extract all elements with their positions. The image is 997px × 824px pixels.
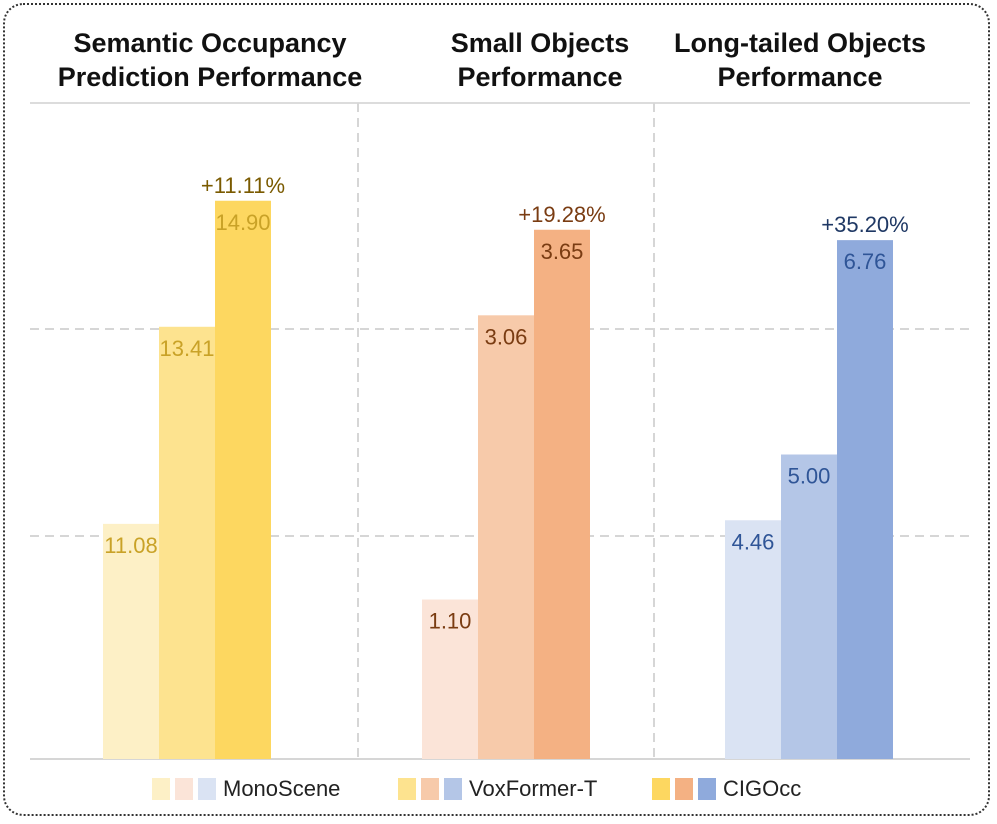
data-label: 1.10 xyxy=(429,609,472,634)
bar xyxy=(422,599,478,759)
panel-title-long-tailed: Long-tailed Objects Performance xyxy=(673,28,927,92)
legend-swatch xyxy=(152,778,170,800)
data-label: 11.08 xyxy=(104,533,157,558)
legend-label-monoscene: MonoScene xyxy=(223,776,341,801)
legend: MonoScene VoxFormer-T CIGOcc xyxy=(0,776,997,806)
improvement-label: +11.11% xyxy=(201,173,285,198)
legend-item-voxformer: VoxFormer-T xyxy=(398,776,597,802)
legend-item-cigocc: CIGOcc xyxy=(652,776,801,802)
legend-swatch xyxy=(698,778,716,800)
bar xyxy=(837,240,893,759)
legend-swatch xyxy=(175,778,193,800)
data-label: 3.65 xyxy=(541,239,584,264)
bar xyxy=(534,229,590,759)
data-label: 13.41 xyxy=(159,336,214,361)
improvement-label: +19.28% xyxy=(518,202,605,227)
data-label: 5.00 xyxy=(788,464,831,489)
panel-title-semantic: Semantic Occupancy Prediction Performanc… xyxy=(57,28,363,92)
data-label: 3.06 xyxy=(485,324,528,349)
bar xyxy=(103,523,159,759)
bar xyxy=(781,454,837,759)
bar xyxy=(478,315,534,759)
legend-swatch xyxy=(398,778,416,800)
data-label: 14.90 xyxy=(215,210,270,235)
data-label: 6.76 xyxy=(844,249,887,274)
bar xyxy=(725,520,781,759)
figure-frame xyxy=(3,3,990,816)
legend-swatch xyxy=(652,778,670,800)
legend-swatch xyxy=(198,778,216,800)
legend-swatch xyxy=(675,778,693,800)
bar xyxy=(159,326,215,759)
bar xyxy=(215,200,271,759)
legend-swatch xyxy=(444,778,462,800)
legend-label-voxformer: VoxFormer-T xyxy=(469,776,598,801)
improvement-label: +35.20% xyxy=(821,212,908,237)
panel-title-small-objects: Small Objects Performance xyxy=(450,28,630,92)
legend-swatch xyxy=(421,778,439,800)
legend-label-cigocc: CIGOcc xyxy=(723,776,802,801)
data-label: 4.46 xyxy=(732,529,775,554)
legend-item-monoscene: MonoScene xyxy=(152,776,340,802)
